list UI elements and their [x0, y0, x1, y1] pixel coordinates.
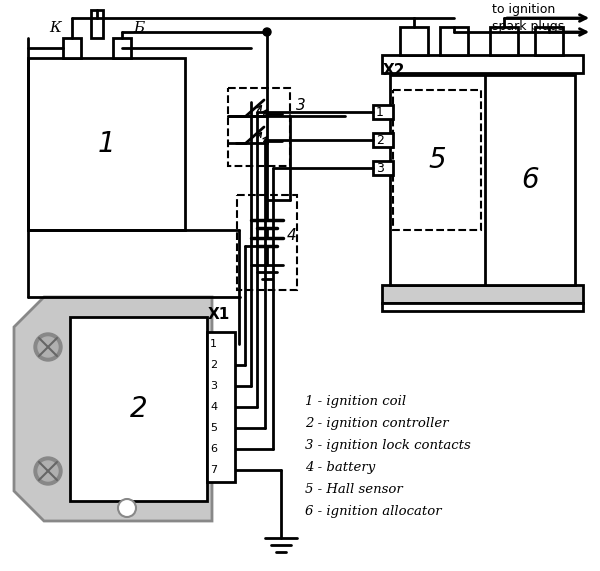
Bar — [382, 303, 583, 311]
Text: 6 - ignition allocator: 6 - ignition allocator — [305, 505, 442, 518]
Text: 2: 2 — [210, 360, 217, 370]
Text: 3 - ignition lock contacts: 3 - ignition lock contacts — [305, 439, 471, 452]
Text: 6: 6 — [210, 444, 217, 454]
Text: 4 - battery: 4 - battery — [305, 461, 375, 474]
Text: 3: 3 — [210, 381, 217, 391]
Circle shape — [34, 333, 62, 361]
Text: 1: 1 — [376, 106, 384, 119]
Text: X1: X1 — [208, 307, 230, 322]
Text: 3: 3 — [376, 162, 384, 175]
Circle shape — [34, 457, 62, 485]
Text: to ignition: to ignition — [492, 3, 555, 16]
Text: 1: 1 — [98, 130, 115, 158]
Text: 2 - ignition controller: 2 - ignition controller — [305, 417, 449, 430]
Bar — [63, 38, 81, 58]
Circle shape — [118, 499, 136, 517]
Text: 1: 1 — [210, 339, 217, 349]
Bar — [382, 285, 583, 303]
Bar — [113, 38, 131, 58]
Bar — [228, 88, 290, 166]
Text: 7: 7 — [210, 465, 217, 475]
Bar — [440, 27, 468, 55]
Bar — [535, 27, 563, 55]
Circle shape — [38, 337, 58, 357]
Circle shape — [38, 461, 58, 481]
Text: 3: 3 — [296, 99, 306, 114]
Bar — [207, 332, 235, 482]
Text: 5: 5 — [428, 146, 446, 174]
Text: 6: 6 — [521, 166, 539, 194]
Bar — [373, 161, 393, 175]
Bar — [390, 75, 575, 285]
Bar — [70, 317, 207, 501]
Text: 5: 5 — [210, 423, 217, 433]
Text: 4: 4 — [210, 402, 217, 412]
Bar — [373, 105, 393, 119]
Text: 1 - ignition coil: 1 - ignition coil — [305, 395, 406, 408]
Circle shape — [263, 28, 271, 36]
Text: 5 - Hall sensor: 5 - Hall sensor — [305, 483, 403, 496]
Text: Б: Б — [133, 21, 144, 35]
Polygon shape — [14, 297, 212, 521]
Bar — [393, 90, 481, 230]
Bar — [28, 58, 185, 230]
Text: 4: 4 — [287, 227, 297, 243]
Bar — [490, 27, 518, 55]
Text: 2: 2 — [130, 395, 148, 423]
Text: К: К — [49, 21, 61, 35]
Bar — [400, 27, 428, 55]
Bar — [373, 133, 393, 147]
Bar — [382, 55, 583, 73]
Text: X2: X2 — [383, 63, 406, 78]
Text: spark plugs: spark plugs — [492, 20, 564, 33]
Bar — [91, 10, 103, 38]
Text: 2: 2 — [376, 134, 384, 147]
Bar — [237, 195, 297, 290]
